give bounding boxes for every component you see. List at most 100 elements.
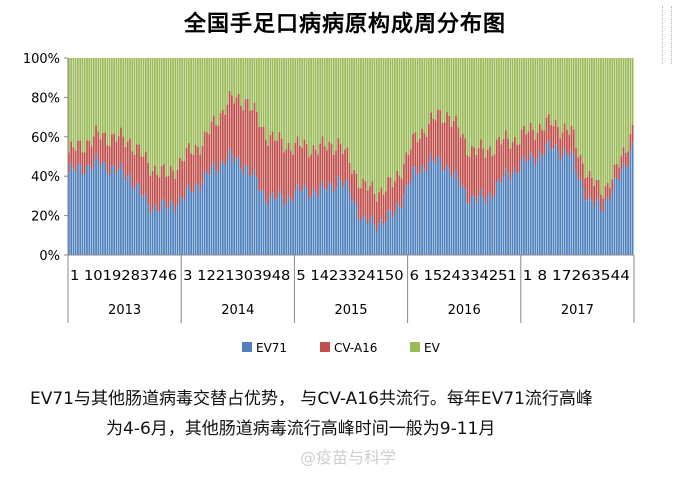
bar-ev <box>570 58 573 126</box>
bar-ev71 <box>484 204 487 255</box>
bar-ev71 <box>303 184 306 255</box>
bar-cva16 <box>199 154 202 191</box>
bar-ev <box>509 58 512 149</box>
bar-ev71 <box>590 200 593 255</box>
bar-cva16 <box>593 185 596 207</box>
bar-cva16 <box>618 167 620 181</box>
bar-ev <box>253 58 256 103</box>
bar-cva16 <box>142 156 145 197</box>
bar-ev <box>178 58 181 158</box>
bar-cva16 <box>149 175 152 215</box>
bar-ev <box>495 58 498 140</box>
bar-cva16 <box>287 142 290 196</box>
week-tick-labels: 1 8 17263544 <box>523 269 630 284</box>
bar-cva16 <box>226 104 229 159</box>
bar-ev <box>104 58 106 133</box>
bar-cva16 <box>482 148 485 197</box>
bar-cva16 <box>251 110 254 176</box>
bar-ev71 <box>271 192 274 255</box>
bar-ev71 <box>579 178 582 255</box>
bar-cva16 <box>554 119 557 145</box>
bar-cva16 <box>468 156 471 205</box>
bar-cva16 <box>375 201 378 232</box>
bar-cva16 <box>68 152 70 173</box>
bar-cva16 <box>489 146 491 193</box>
bar-cva16 <box>575 148 577 172</box>
bar-ev <box>323 58 326 147</box>
bar-ev <box>264 58 267 140</box>
bar-ev <box>597 58 600 180</box>
bar-ev <box>201 58 204 146</box>
bar-cva16 <box>364 181 367 217</box>
bar-ev71 <box>262 190 265 255</box>
bar-ev71 <box>351 200 353 255</box>
bar-ev <box>525 58 528 135</box>
bar-ev71 <box>264 201 267 255</box>
bar-cva16 <box>174 178 177 212</box>
bar-ev71 <box>319 187 322 255</box>
bar-ev <box>344 58 346 150</box>
bar-ev71 <box>355 205 358 255</box>
bar-ev71 <box>353 199 356 255</box>
bar-ev71 <box>151 209 154 255</box>
bar-cva16 <box>552 126 555 150</box>
bar-cva16 <box>326 150 328 191</box>
bar-ev <box>194 58 197 145</box>
bar-ev71 <box>550 148 552 255</box>
bar-ev71 <box>475 202 478 255</box>
bar-cva16 <box>240 105 242 169</box>
bar-ev <box>167 58 170 177</box>
bar-cva16 <box>579 154 582 179</box>
bar-ev71 <box>369 219 371 255</box>
bar-ev71 <box>251 175 254 255</box>
bar-ev71 <box>545 143 548 255</box>
bar-cva16 <box>434 120 437 164</box>
bar-ev <box>90 58 93 147</box>
bar-ev <box>106 58 109 146</box>
bar-cva16 <box>493 154 496 196</box>
bar-ev <box>328 58 331 142</box>
bar-ev <box>294 58 297 143</box>
bar-ev <box>246 58 249 99</box>
bar-ev71 <box>378 223 380 255</box>
bar-ev <box>375 58 378 202</box>
bar-ev71 <box>292 202 294 255</box>
bar-ev71 <box>289 199 292 255</box>
bar-ev <box>439 58 442 111</box>
bar-ev71 <box>631 143 634 255</box>
bar-ev71 <box>81 174 84 255</box>
bar-cva16 <box>203 131 206 171</box>
bar-ev71 <box>212 161 215 255</box>
caption-line-1: EV71与其他肠道病毒交替占优势， 与CV-A16共流行。每年EV71流行高峰 <box>30 389 593 409</box>
bar-ev71 <box>486 196 489 255</box>
bar-cva16 <box>285 149 288 203</box>
bar-ev <box>475 58 478 155</box>
bar-ev71 <box>384 222 387 255</box>
bar-ev71 <box>138 184 140 255</box>
bar-cva16 <box>206 132 208 173</box>
bar-ev71 <box>407 185 410 255</box>
bar-ev71 <box>568 157 571 255</box>
bar-ev71 <box>470 195 473 255</box>
bar-ev <box>285 58 288 150</box>
bar-ev <box>156 58 159 175</box>
bar-ev71 <box>117 168 120 255</box>
bar-cva16 <box>529 122 532 153</box>
bar-ev <box>581 58 584 164</box>
bar-ev71 <box>495 182 498 255</box>
bar-ev <box>550 58 552 126</box>
bar-ev71 <box>534 165 537 255</box>
bar-ev71 <box>394 212 396 255</box>
bar-cva16 <box>355 173 358 206</box>
bar-ev71 <box>373 225 376 255</box>
bar-ev <box>366 58 369 191</box>
bar-cva16 <box>233 103 236 163</box>
bar-ev71 <box>618 180 620 255</box>
bar-ev71 <box>507 173 509 255</box>
bar-ev <box>468 58 471 157</box>
bar-ev71 <box>552 149 555 255</box>
bar-cva16 <box>432 118 435 161</box>
bar-cva16 <box>498 137 500 179</box>
bar-cva16 <box>622 147 625 163</box>
bar-ev71 <box>446 164 448 255</box>
